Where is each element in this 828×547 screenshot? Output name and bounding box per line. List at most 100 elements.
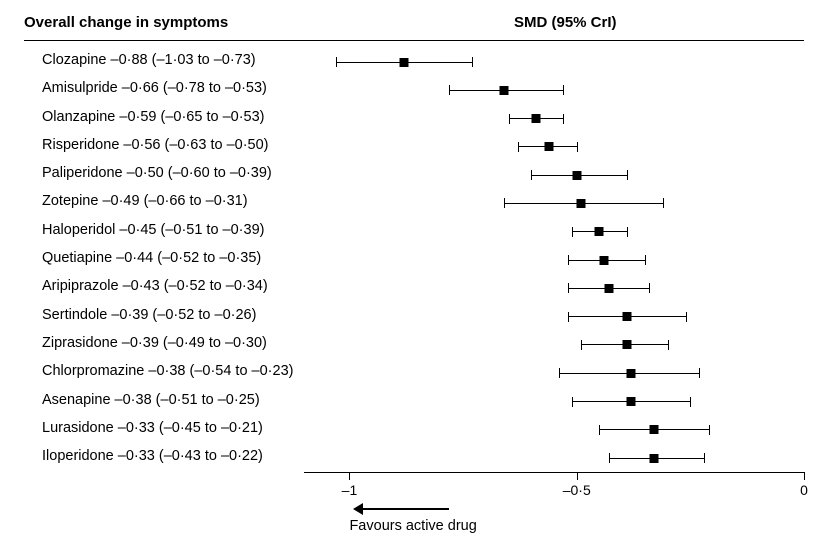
row-label: Paliperidone –0·50 (–0·60 to –0·39) xyxy=(42,165,272,181)
ci-cap-right xyxy=(472,57,473,67)
ci-cap-right xyxy=(627,227,628,237)
forest-rows: Clozapine –0·88 (–1·03 to –0·73) Amisulpr… xyxy=(24,48,804,472)
row-label: Zotepine –0·49 (–0·66 to –0·31) xyxy=(42,193,248,209)
forest-plot: { "title_left": "Overall change in sympt… xyxy=(0,0,828,547)
row-label: Haloperidol –0·45 (–0·51 to –0·39) xyxy=(42,222,264,238)
forest-row: Aripiprazole –0·43 (–0·52 to –0·34) xyxy=(24,274,804,302)
axis-tick xyxy=(804,472,805,480)
forest-row: Risperidone –0·56 (–0·63 to –0·50) xyxy=(24,133,804,161)
row-label: Lurasidone –0·33 (–0·45 to –0·21) xyxy=(42,420,263,436)
ci-cap-left xyxy=(609,453,610,463)
ci-cap-left xyxy=(568,312,569,322)
point-estimate xyxy=(650,425,659,434)
point-estimate xyxy=(595,227,604,236)
axis-tick-label: –1 xyxy=(342,482,358,498)
favours-label: Favours active drug xyxy=(349,518,476,534)
forest-row: Haloperidol –0·45 (–0·51 to –0·39) xyxy=(24,218,804,246)
ci-cap-left xyxy=(504,198,505,208)
favours-arrow-line xyxy=(363,508,449,510)
row-label: Risperidone –0·56 (–0·63 to –0·50) xyxy=(42,137,269,153)
row-label: Aripiprazole –0·43 (–0·52 to –0·34) xyxy=(42,278,268,294)
point-estimate xyxy=(622,340,631,349)
ci-cap-left xyxy=(568,255,569,265)
ci-cap-right xyxy=(649,283,650,293)
ci-cap-right xyxy=(563,114,564,124)
ci-cap-right xyxy=(577,142,578,152)
forest-row: Lurasidone –0·33 (–0·45 to –0·21) xyxy=(24,416,804,444)
ci-cap-left xyxy=(581,340,582,350)
row-plot xyxy=(304,48,804,76)
point-estimate xyxy=(622,312,631,321)
axis-tick-label: 0 xyxy=(800,482,808,498)
point-estimate xyxy=(650,454,659,463)
forest-row: Sertindole –0·39 (–0·52 to –0·26) xyxy=(24,303,804,331)
row-plot xyxy=(304,105,804,133)
ci-cap-left xyxy=(599,425,600,435)
ci-cap-right xyxy=(645,255,646,265)
axis-tick-label: –0·5 xyxy=(563,482,591,498)
point-estimate xyxy=(531,114,540,123)
row-plot xyxy=(304,189,804,217)
axis-line xyxy=(304,472,804,473)
row-label: Chlorpromazine –0·38 (–0·54 to –0·23) xyxy=(42,363,293,379)
ci-cap-right xyxy=(627,170,628,180)
point-estimate xyxy=(500,86,509,95)
forest-row: Paliperidone –0·50 (–0·60 to –0·39) xyxy=(24,161,804,189)
chart-title-left: Overall change in symptoms xyxy=(24,14,228,31)
row-plot xyxy=(304,218,804,246)
row-label: Quetiapine –0·44 (–0·52 to –0·35) xyxy=(42,250,261,266)
header-rule xyxy=(24,40,804,41)
forest-row: Iloperidone –0·33 (–0·43 to –0·22) xyxy=(24,444,804,472)
row-label: Amisulpride –0·66 (–0·78 to –0·53) xyxy=(42,80,267,96)
ci-cap-right xyxy=(699,368,700,378)
point-estimate xyxy=(572,171,581,180)
axis-tick xyxy=(577,472,578,480)
row-plot xyxy=(304,274,804,302)
row-plot xyxy=(304,161,804,189)
row-plot xyxy=(304,416,804,444)
ci-cap-right xyxy=(668,340,669,350)
forest-row: Ziprasidone –0·39 (–0·49 to –0·30) xyxy=(24,331,804,359)
row-plot xyxy=(304,444,804,472)
favours-arrow-head-icon xyxy=(353,503,363,515)
ci-cap-left xyxy=(559,368,560,378)
ci-cap-right xyxy=(686,312,687,322)
axis-tick xyxy=(349,472,350,480)
ci-cap-left xyxy=(568,283,569,293)
row-label: Asenapine –0·38 (–0·51 to –0·25) xyxy=(42,392,260,408)
row-label: Ziprasidone –0·39 (–0·49 to –0·30) xyxy=(42,335,267,351)
ci-cap-left xyxy=(531,170,532,180)
point-estimate xyxy=(604,284,613,293)
forest-row: Chlorpromazine –0·38 (–0·54 to –0·23) xyxy=(24,359,804,387)
ci-cap-right xyxy=(563,85,564,95)
row-plot xyxy=(304,133,804,161)
point-estimate xyxy=(627,369,636,378)
point-estimate xyxy=(400,58,409,67)
forest-row: Clozapine –0·88 (–1·03 to –0·73) xyxy=(24,48,804,76)
forest-row: Olanzapine –0·59 (–0·65 to –0·53) xyxy=(24,105,804,133)
x-axis: –1–0·50Favours active drug xyxy=(304,472,804,532)
row-label: Olanzapine –0·59 (–0·65 to –0·53) xyxy=(42,109,264,125)
row-plot xyxy=(304,76,804,104)
ci-cap-left xyxy=(518,142,519,152)
ci-cap-left xyxy=(572,397,573,407)
point-estimate xyxy=(577,199,586,208)
ci-cap-left xyxy=(336,57,337,67)
chart-title-right: SMD (95% CrI) xyxy=(514,14,617,31)
point-estimate xyxy=(545,142,554,151)
forest-row: Zotepine –0·49 (–0·66 to –0·31) xyxy=(24,189,804,217)
row-plot xyxy=(304,388,804,416)
ci-cap-left xyxy=(509,114,510,124)
row-label: Clozapine –0·88 (–1·03 to –0·73) xyxy=(42,52,256,68)
ci-cap-left xyxy=(449,85,450,95)
ci-cap-right xyxy=(690,397,691,407)
ci-cap-right xyxy=(663,198,664,208)
row-plot xyxy=(304,331,804,359)
point-estimate xyxy=(600,256,609,265)
ci-cap-right xyxy=(704,453,705,463)
row-label: Iloperidone –0·33 (–0·43 to –0·22) xyxy=(42,448,263,464)
forest-row: Asenapine –0·38 (–0·51 to –0·25) xyxy=(24,388,804,416)
forest-row: Quetiapine –0·44 (–0·52 to –0·35) xyxy=(24,246,804,274)
point-estimate xyxy=(627,397,636,406)
ci-cap-right xyxy=(709,425,710,435)
